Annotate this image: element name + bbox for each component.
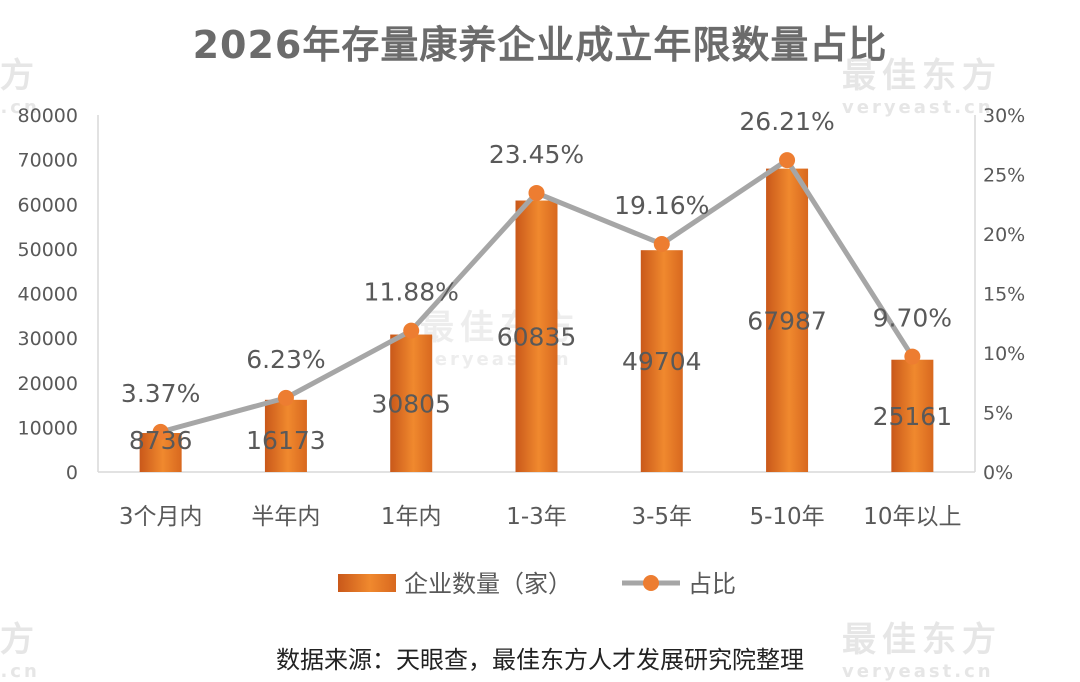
y-right-tick-label: 5% — [983, 403, 1013, 425]
percent-marker — [403, 322, 420, 339]
y-right-tick-label: 20% — [983, 224, 1025, 246]
percent-marker — [653, 235, 670, 252]
y-right-tick-label: 30% — [983, 105, 1025, 127]
y-left-tick-label: 10000 — [18, 417, 78, 439]
bar-value-label: 25161 — [873, 402, 953, 431]
bar — [891, 359, 934, 472]
percent-marker — [779, 152, 796, 169]
y-right-tick-label: 10% — [983, 343, 1025, 365]
y-left-tick-label: 20000 — [18, 373, 78, 395]
bar-value-label: 8736 — [129, 426, 193, 455]
chart-title: 2026年存量康养企业成立年限数量占比 — [192, 23, 888, 67]
y-left-tick-label: 70000 — [18, 150, 78, 172]
bar — [640, 250, 683, 472]
y-left-tick-label: 50000 — [18, 239, 78, 261]
legend-line-label: 占比 — [688, 570, 736, 598]
percent-marker — [152, 423, 169, 440]
watermark-logo: 东方ast.cn — [0, 56, 40, 118]
y-left-tick-label: 0 — [66, 462, 78, 484]
bar — [390, 334, 433, 472]
x-tick-label: 半年内 — [251, 504, 320, 530]
y-left-tick-label: 60000 — [18, 194, 78, 216]
y-left-tick-label: 80000 — [18, 105, 78, 127]
percent-marker — [277, 389, 294, 406]
watermark-logo: 最佳东方 veryeast.cn — [842, 56, 1002, 118]
legend-bar-label: 企业数量（家） — [404, 570, 572, 598]
percent-label: 6.23% — [246, 345, 325, 374]
percent-label: 3.37% — [121, 379, 200, 408]
bar — [766, 168, 809, 472]
y-right-tick-label: 25% — [983, 165, 1025, 187]
percent-marker — [528, 184, 545, 201]
legend-bar-swatch — [338, 574, 396, 592]
bar-value-label: 67987 — [747, 306, 827, 335]
y-right-tick-label: 0% — [983, 462, 1013, 484]
bar-value-label: 60835 — [497, 322, 577, 351]
percent-label: 9.70% — [873, 304, 952, 333]
bar-value-label: 16173 — [246, 426, 326, 455]
data-source: 数据来源：天眼查，最佳东方人才发展研究院整理 — [276, 646, 804, 674]
x-tick-label: 3-5年 — [631, 504, 692, 530]
percent-label: 11.88% — [364, 278, 459, 307]
percent-marker — [904, 348, 921, 365]
percent-label: 26.21% — [739, 107, 834, 136]
bar — [264, 399, 307, 472]
x-tick-label: 10年以上 — [863, 504, 961, 530]
x-tick-label: 1-3年 — [506, 504, 567, 530]
bar — [515, 200, 558, 473]
y-left-tick-label: 40000 — [18, 284, 78, 306]
legend-line-marker — [643, 575, 659, 591]
bar-value-label: 30805 — [371, 389, 451, 418]
percent-label: 19.16% — [614, 191, 709, 220]
percent-label: 23.45% — [489, 140, 584, 169]
y-right-tick-label: 15% — [983, 284, 1025, 306]
bar-value-label: 49704 — [622, 347, 702, 376]
x-tick-label: 3个月内 — [119, 504, 203, 530]
x-tick-label: 1年内 — [381, 504, 442, 530]
y-left-tick-label: 30000 — [18, 328, 78, 350]
x-tick-label: 5-10年 — [749, 504, 824, 530]
